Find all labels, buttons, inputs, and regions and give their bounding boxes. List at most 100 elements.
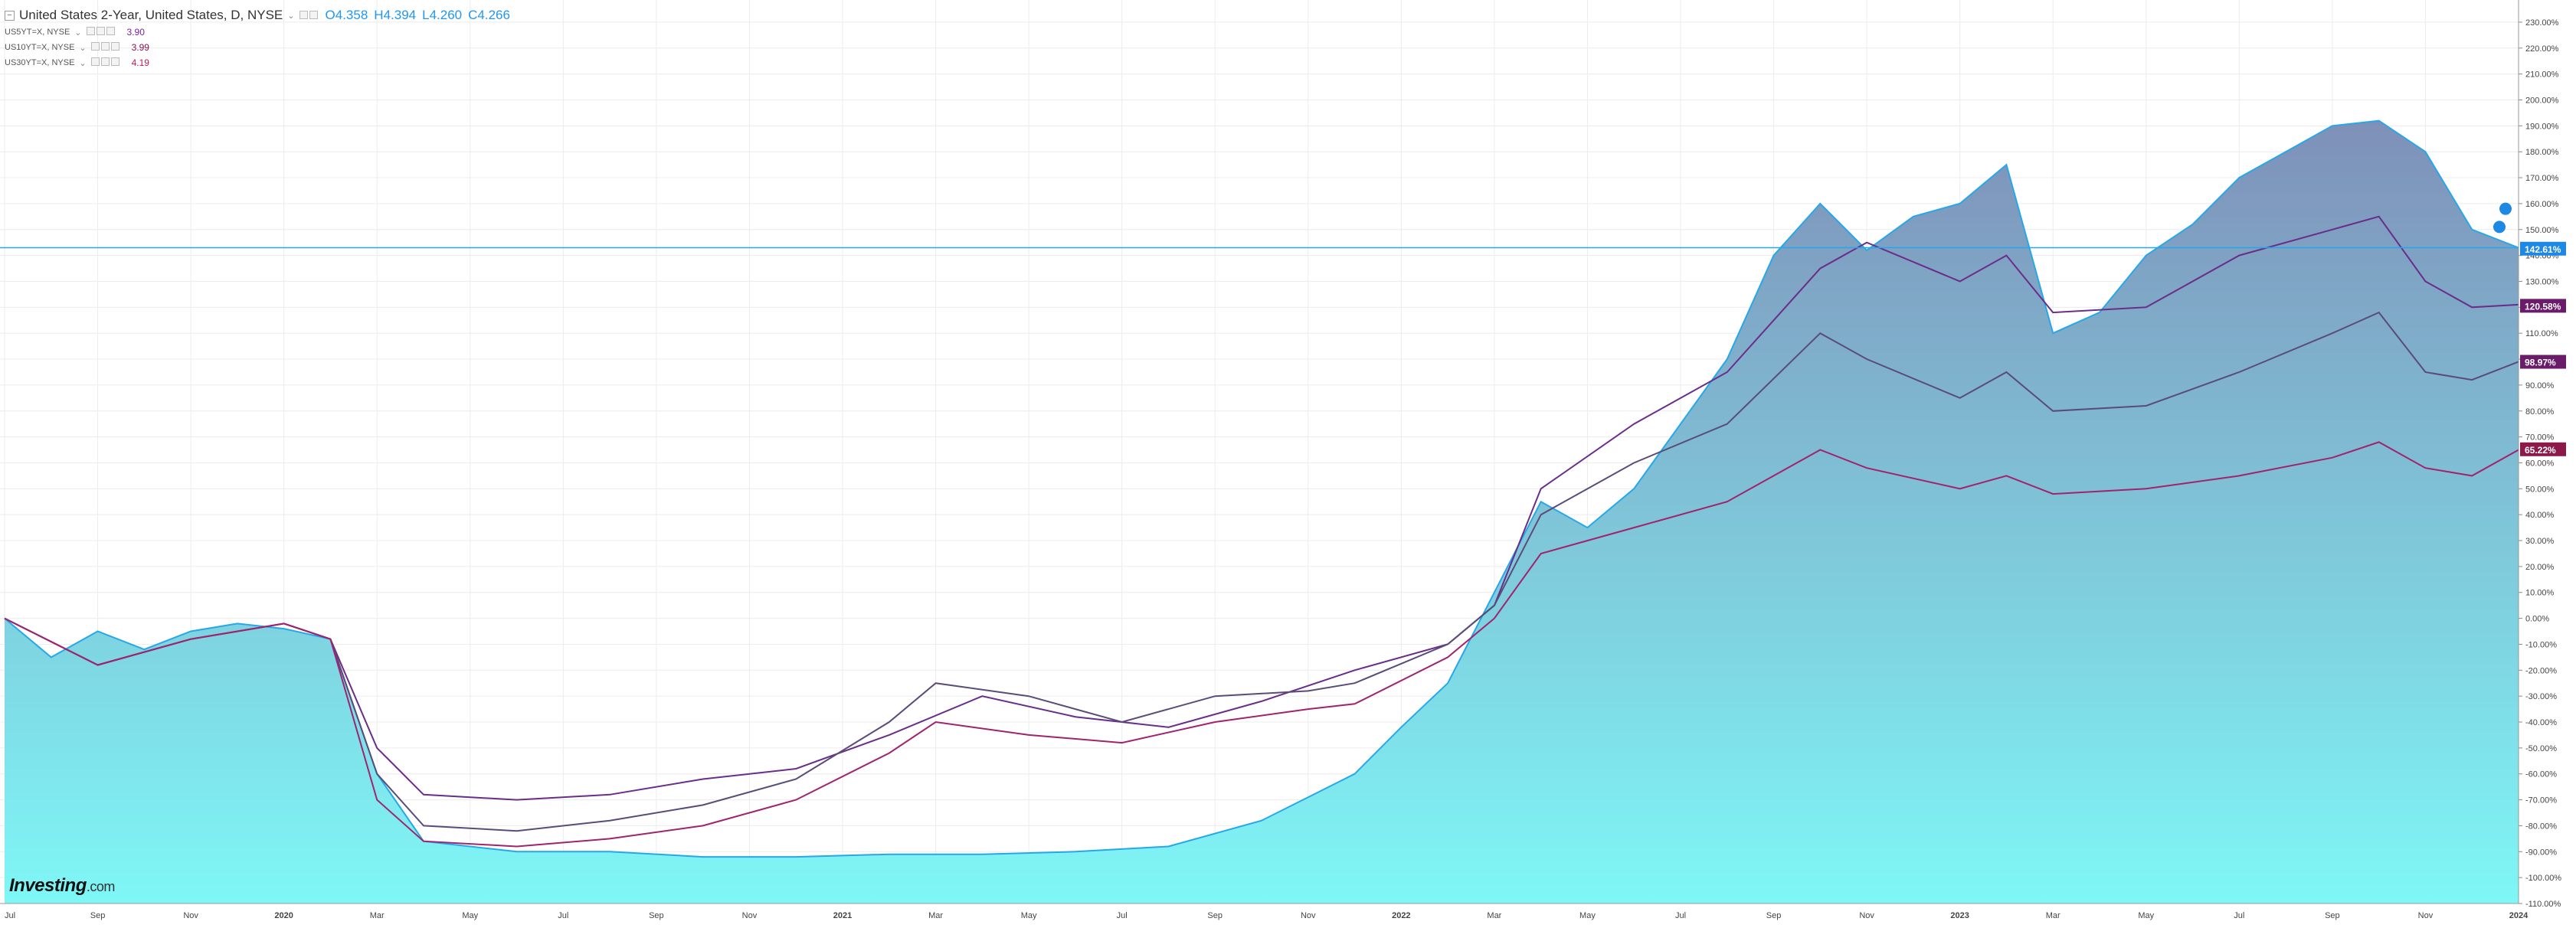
y-tick-label: 220.00% <box>2525 44 2559 54</box>
y-tick-label: 10.00% <box>2525 589 2555 598</box>
high-label: H <box>374 8 384 22</box>
x-tick-label: Jul <box>1675 911 1686 920</box>
y-tick-label: 70.00% <box>2525 433 2555 443</box>
chevron-down-icon[interactable]: ⌄ <box>287 11 295 21</box>
close-icon[interactable] <box>106 27 115 35</box>
legend-ohlc-high: H4.394 <box>374 8 416 23</box>
legend-ohlc: O4.358 <box>326 8 368 23</box>
legend-sub-row[interactable]: US10YT=X, NYSE ⌄ 3.99 <box>5 40 510 55</box>
y-tick-label: -40.00% <box>2525 718 2557 727</box>
x-tick-label: Sep <box>2325 911 2340 920</box>
x-tick-label: Mar <box>1487 911 1501 920</box>
close-value: 4.266 <box>477 8 510 22</box>
y-tick-label: 60.00% <box>2525 459 2555 468</box>
settings-icon[interactable] <box>299 11 308 19</box>
chevron-down-icon[interactable]: ⌄ <box>74 28 82 38</box>
area-layer <box>4 119 2519 904</box>
labels-layer: 142.61% 120.58% 98.97% 65.22% <box>2493 202 2566 456</box>
logo-suffix: .com <box>86 879 116 894</box>
y-tick-label: -50.00% <box>2525 744 2557 753</box>
settings-icon[interactable] <box>100 57 110 66</box>
legend-sub-name[interactable]: US5YT=X, NYSE <box>5 28 70 37</box>
close-icon[interactable] <box>110 42 119 51</box>
x-tick-label: Jul <box>2234 911 2244 920</box>
legend-sub-row[interactable]: US30YT=X, NYSE ⌄ 4.19 <box>5 55 510 70</box>
last-value-badge <box>2520 299 2566 313</box>
eye-icon[interactable] <box>86 27 95 35</box>
close-icon[interactable] <box>110 57 119 66</box>
y-tick-label: 130.00% <box>2525 277 2559 286</box>
y-tick-label: 20.00% <box>2525 563 2555 572</box>
legend-main-title[interactable]: United States 2-Year, United States, D, … <box>19 8 283 22</box>
y-tick-label: -10.00% <box>2525 640 2557 649</box>
area-fill-us2y <box>5 120 2519 904</box>
x-tick-label: Jul <box>1117 911 1128 920</box>
legend-sub-controls[interactable] <box>86 27 116 38</box>
legend-sub-value: 3.99 <box>131 42 149 53</box>
legend-ohlc-low: L4.260 <box>422 8 462 23</box>
series-line-us10ytx <box>4 311 2519 832</box>
series-line-us30ytx <box>4 441 2519 848</box>
y-tick-label: 30.00% <box>2525 537 2555 546</box>
y-tick-label: 210.00% <box>2525 70 2559 80</box>
chevron-down-icon[interactable]: ⌄ <box>79 43 87 53</box>
legend-controls[interactable] <box>299 8 319 23</box>
x-tick-label: Nov <box>1859 911 1874 920</box>
y-tick-label: 200.00% <box>2525 96 2559 105</box>
legend-sub-controls[interactable] <box>90 57 121 68</box>
legend-sub-row[interactable]: US5YT=X, NYSE ⌄ 3.90 <box>5 25 510 40</box>
x-tick-label: Sep <box>649 911 664 920</box>
investing-logo: Investing.com <box>9 875 115 897</box>
last-value-label: 142.61% <box>2525 244 2561 255</box>
event-marker-icon <box>2493 221 2506 234</box>
legend-sub-value: 3.90 <box>126 27 145 38</box>
settings-icon[interactable] <box>100 42 110 51</box>
x-tick-label: Nov <box>1301 911 1316 920</box>
y-tick-label: -90.00% <box>2525 848 2557 857</box>
y-tick-label: 230.00% <box>2525 18 2559 28</box>
y-tick-label: 40.00% <box>2525 511 2555 520</box>
eye-icon[interactable] <box>90 42 100 51</box>
y-tick-label: 50.00% <box>2525 485 2555 494</box>
y-tick-label: -20.00% <box>2525 666 2557 675</box>
y-tick-label: 90.00% <box>2525 381 2555 390</box>
x-tick-label: 2022 <box>1392 911 1410 920</box>
y-tick-label: 160.00% <box>2525 200 2559 209</box>
y-tick-label: 110.00% <box>2525 329 2558 338</box>
eye-icon[interactable] <box>90 57 100 66</box>
last-value-badge <box>2520 241 2566 256</box>
y-tick-label: -80.00% <box>2525 822 2557 831</box>
logo-text: Investing <box>9 875 87 896</box>
close-icon[interactable] <box>309 11 318 19</box>
y-tick-label: 0.00% <box>2525 615 2549 624</box>
x-tick-label: 2020 <box>274 911 293 920</box>
legend-sub-controls[interactable] <box>90 42 121 53</box>
high-value: 4.394 <box>383 8 417 22</box>
y-tick-label: -70.00% <box>2525 796 2557 805</box>
x-tick-label: Jul <box>558 911 568 920</box>
x-tick-label: Mar <box>2046 911 2060 920</box>
y-tick-label: -60.00% <box>2525 770 2557 779</box>
collapse-icon[interactable]: − <box>5 10 15 21</box>
x-tick-label: May <box>462 911 478 920</box>
low-value: 4.260 <box>429 8 463 22</box>
y-tick-label: 190.00% <box>2525 122 2559 131</box>
x-tick-label: Sep <box>1766 911 1782 920</box>
chevron-down-icon[interactable]: ⌄ <box>79 58 87 68</box>
legend-main-row: − United States 2-Year, United States, D… <box>5 6 510 25</box>
open-value: 4.358 <box>335 8 368 22</box>
legend-sub-name[interactable]: US30YT=X, NYSE <box>5 58 75 67</box>
y-tick-label: 170.00% <box>2525 174 2559 183</box>
legend-sub-value: 4.19 <box>131 57 149 68</box>
settings-icon[interactable] <box>96 27 105 35</box>
x-tick-label: Nov <box>742 911 758 920</box>
legend-ohlc-close: C4.266 <box>468 8 510 23</box>
x-tick-label: Nov <box>183 911 198 920</box>
x-tick-label: May <box>1579 911 1596 920</box>
legend-sub-name[interactable]: US10YT=X, NYSE <box>5 43 75 52</box>
last-value-badge <box>2520 442 2566 456</box>
y-tick-label: 180.00% <box>2525 148 2559 157</box>
